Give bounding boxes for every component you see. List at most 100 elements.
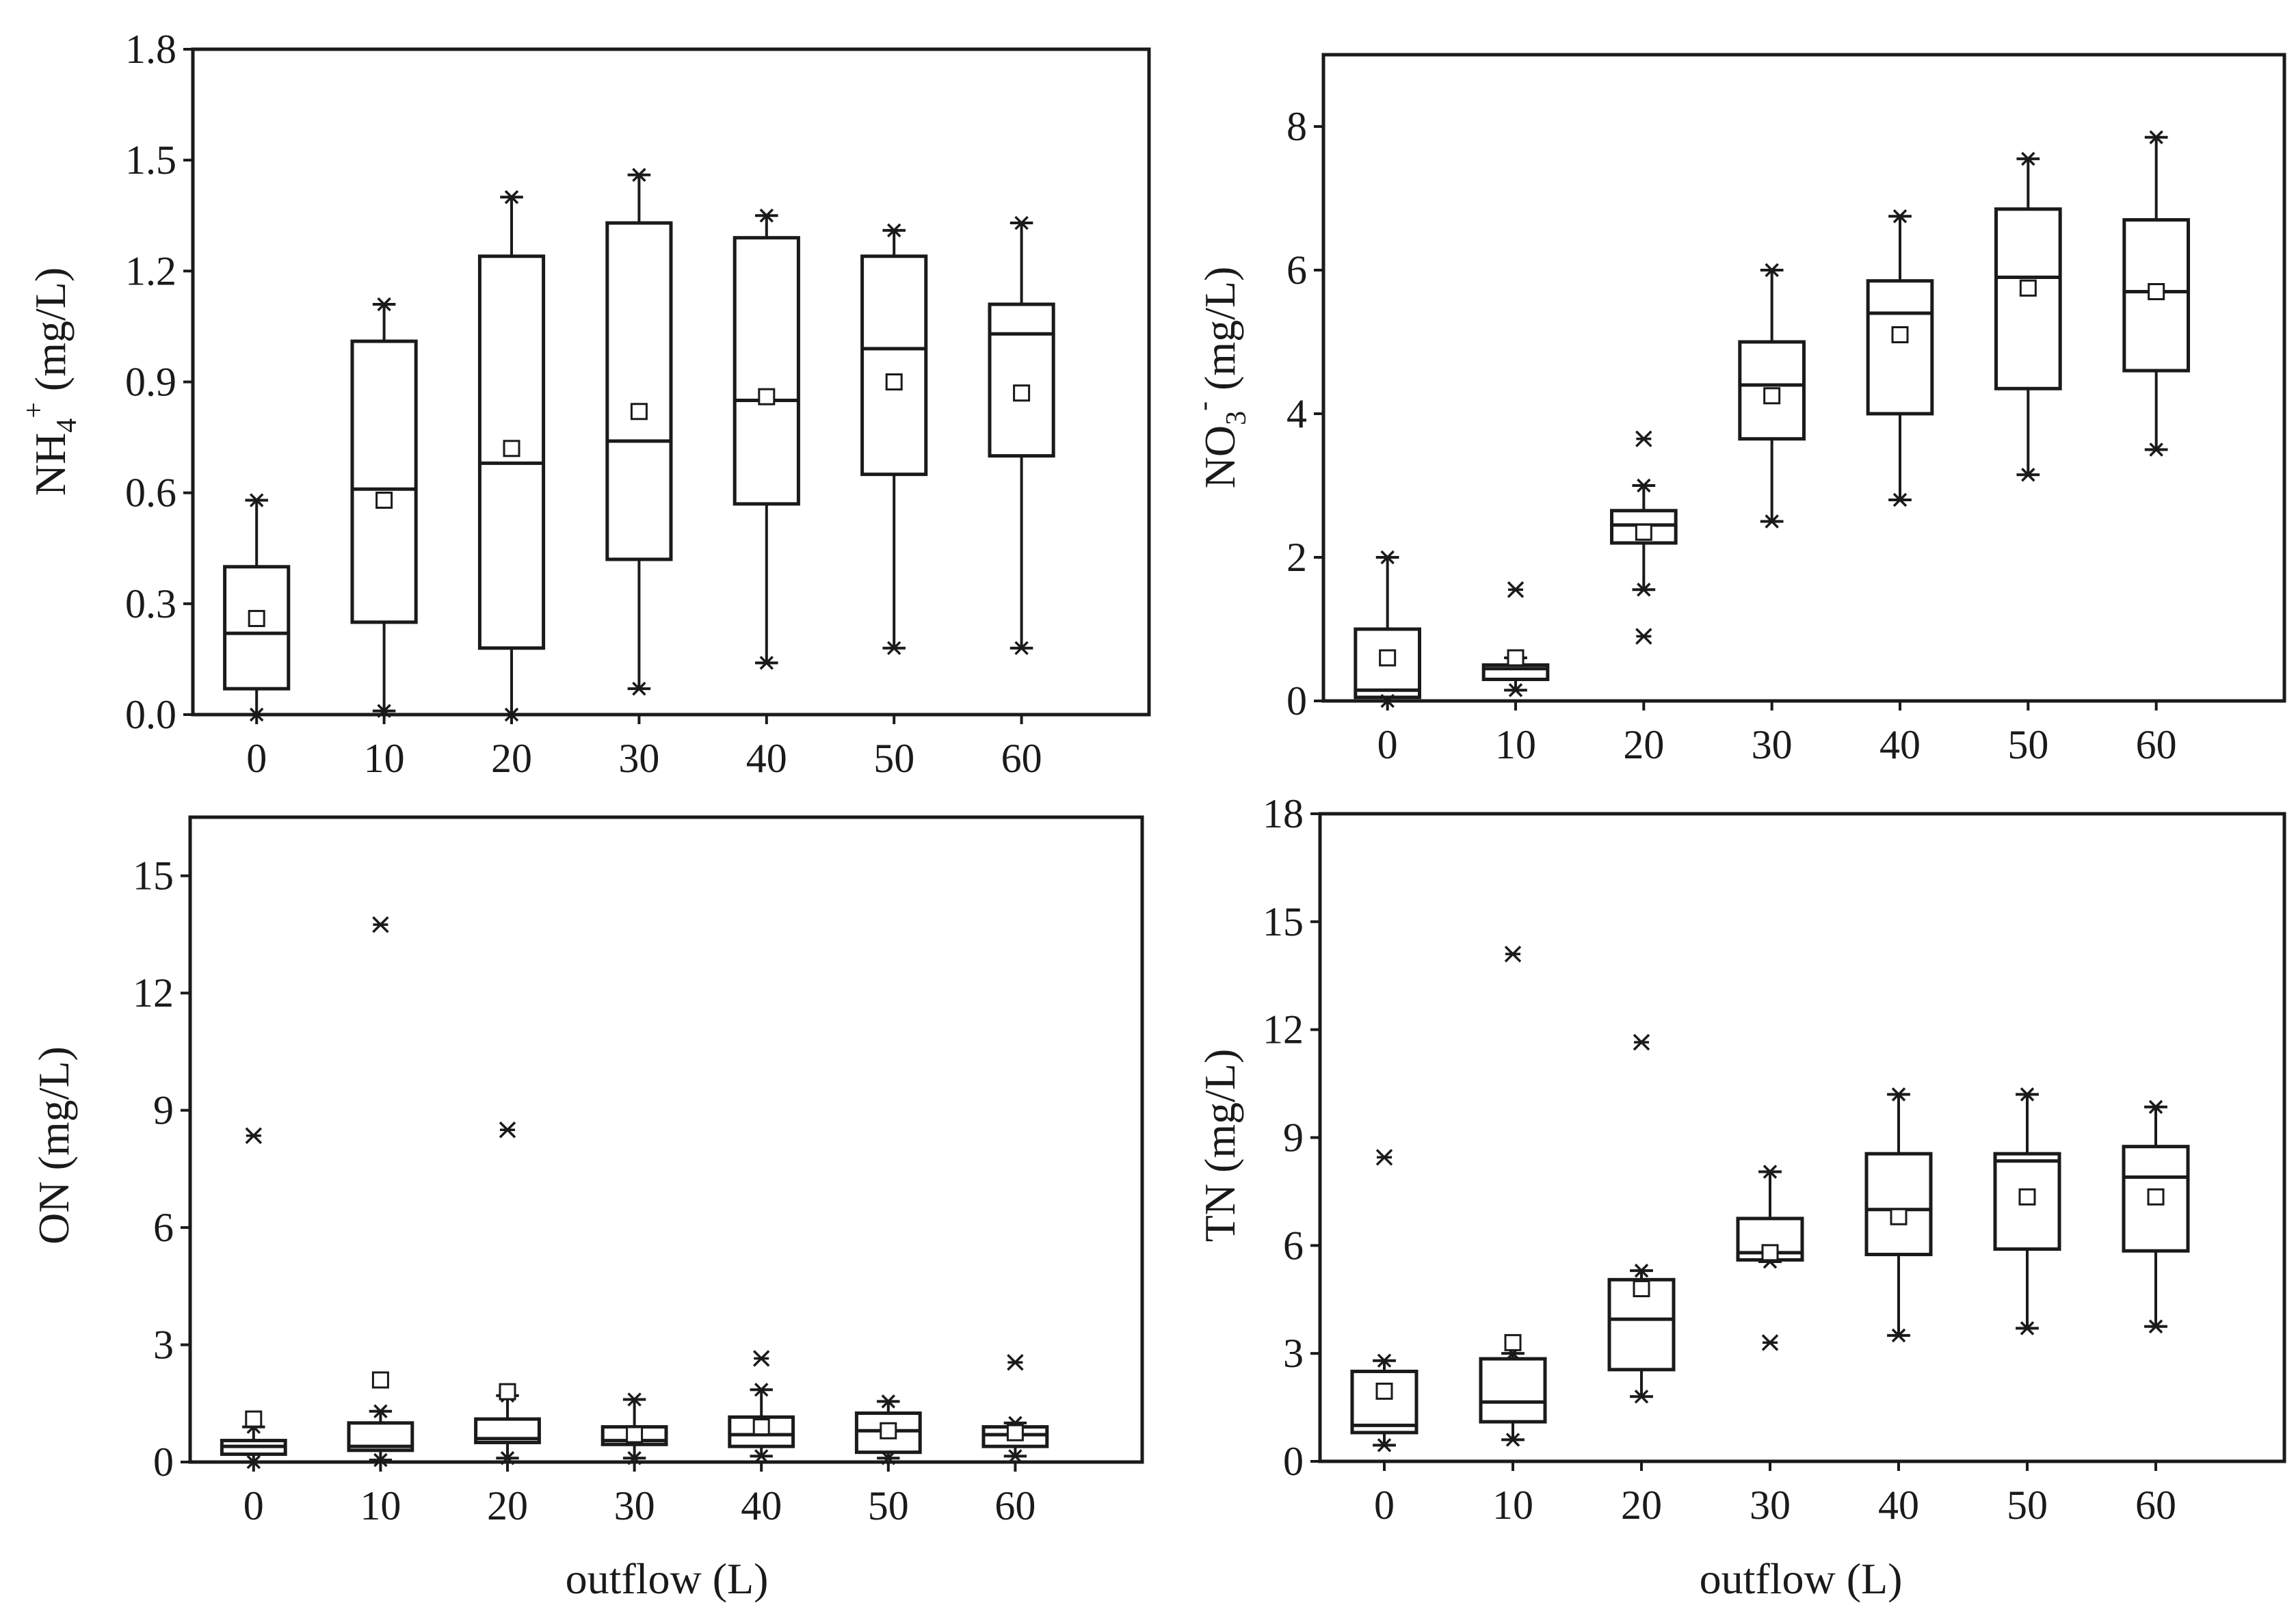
box-30 [605,168,673,696]
panel-no3: 0 2 4 6 8 0 10 20 30 40 50 60 NO3- (mg/L) [1188,53,2286,767]
box-60 [988,215,1055,655]
mean-marker [1507,649,1525,667]
x-tick-label: 20 [1621,1483,1662,1528]
box-0 [223,493,291,722]
y-tick-label: 3 [1283,1331,1304,1376]
plot-frame [1318,812,2286,1463]
iqr-box [988,302,1055,458]
mean-marker [1633,1279,1650,1297]
y-tick-label: 1.2 [125,248,176,293]
min-marker [1891,1328,1906,1343]
box-0 [220,1127,287,1470]
min-marker [1508,683,1523,698]
outlier-marker [752,1350,770,1367]
axis-ticks: 0 3 6 9 12 15 0 10 20 30 40 50 60 [133,853,1035,1528]
max-marker [759,209,774,223]
box-10 [350,297,418,718]
min-marker [2148,1319,2163,1333]
min-marker [2021,468,2035,482]
y-axis-title: TN (mg/L) [1196,1049,1244,1243]
y-tick-label: 6 [1286,248,1307,293]
y-tick-label: 15 [133,853,174,899]
iqr-box [733,236,800,506]
y-axis-title-subscript: 3 [1221,411,1252,425]
box-40 [1866,209,1934,507]
panel-nh4: 0.0 0.3 0.6 0.9 1.2 1.5 1.8 0 10 20 30 40 50 60 NH4+ … [18,27,1151,781]
max-marker [754,1383,769,1397]
iqr-box [860,254,928,477]
mean-marker [503,440,520,457]
y-tick-label: 0.9 [125,360,176,405]
x-tick-label: 30 [1750,1483,1791,1528]
mean-marker [1761,1244,1779,1262]
box-10 [347,916,414,1468]
box-60 [981,1354,1049,1463]
iqr-box [1994,207,2062,390]
mean-marker [2019,279,2037,297]
max-marker [2149,130,2163,144]
mean-marker [245,1410,263,1428]
y-axis-title-subscript: 4 [51,419,83,433]
min-marker [2020,1321,2035,1336]
y-tick-label: 0.0 [125,692,176,737]
outlier-marker [1633,1033,1650,1051]
max-marker [373,1404,388,1418]
x-tick-label: 10 [1492,1483,1533,1528]
x-tick-label: 0 [1377,722,1398,767]
max-marker [249,493,264,507]
y-tick-label: 3 [153,1323,174,1368]
axis-ticks: 0.0 0.3 0.6 0.9 1.2 1.5 1.8 0 10 20 30 40 50 60 [125,27,1042,781]
iqr-box [605,221,673,561]
box-marks [1354,130,2190,708]
mean-marker [499,1383,516,1400]
y-tick-label: 9 [1283,1115,1304,1160]
outlier-marker [1635,430,1652,447]
box-60 [2122,130,2190,457]
box-50 [1994,152,2062,482]
max-marker [1377,1353,1392,1368]
max-marker [627,1392,642,1407]
max-marker [1380,550,1395,565]
x-tick-label: 30 [618,736,659,781]
x-tick-label: 10 [360,1483,401,1528]
x-axis-title: outflow (L) [566,1554,769,1603]
y-tick-label: 0 [1286,678,1307,723]
box-20 [1607,1033,1676,1404]
x-tick-label: 60 [2135,1483,2176,1528]
max-marker [1014,215,1029,230]
y-tick-label: 9 [153,1088,174,1133]
y-axis-title-unit: (mg/L) [1196,267,1244,401]
box-0 [1354,550,1422,708]
y-tick-label: 12 [133,970,174,1015]
max-marker [2148,1100,2163,1115]
plot-frame [1321,53,2286,703]
box-0 [1350,1149,1418,1452]
mean-marker [1013,384,1031,402]
x-axis-title: outflow (L) [1700,1554,1903,1603]
outlier-marker [245,1127,263,1145]
mean-marker [2148,283,2165,300]
x-tick-label: 60 [994,1483,1035,1528]
y-tick-label: 1.5 [125,137,176,183]
max-marker [632,168,646,183]
max-marker [1891,1087,1906,1102]
mean-marker [885,373,903,390]
y-axis-title: ON (mg/L) [29,1046,78,1245]
y-tick-label: 6 [153,1205,174,1250]
box-50 [854,1394,922,1465]
max-marker [2021,152,2035,166]
max-marker [1765,263,1779,278]
box-50 [860,223,928,655]
min-marker [1892,492,1908,507]
box-marks [220,916,1049,1470]
y-tick-label: 12 [1263,1007,1304,1052]
iqr-box [1479,1357,1547,1424]
iqr-box [223,565,291,691]
outlier-marker [1007,1354,1024,1371]
max-marker [377,297,391,312]
x-tick-label: 40 [1878,1483,1919,1528]
max-marker [1763,1165,1778,1179]
box-20 [1610,430,1678,645]
x-tick-label: 0 [243,1483,264,1528]
x-tick-label: 40 [746,736,787,781]
